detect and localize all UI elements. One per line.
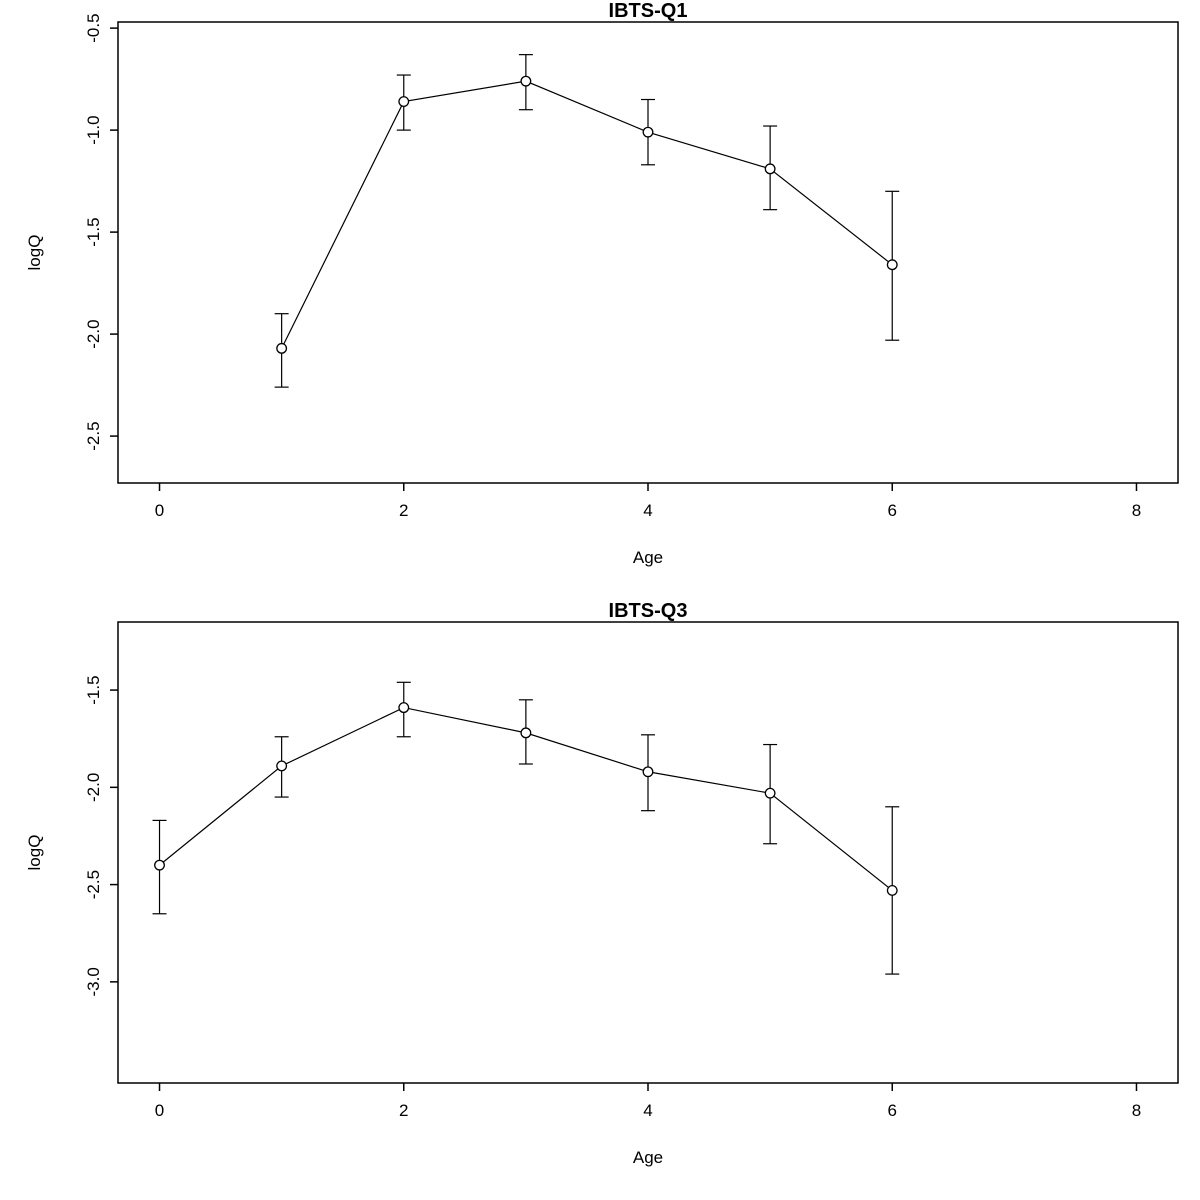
data-point — [886, 884, 898, 896]
data-point — [886, 259, 898, 271]
y-tick-label: -1.5 — [84, 217, 103, 246]
data-point — [398, 96, 410, 108]
y-tick-label: -1.0 — [84, 115, 103, 144]
data-point — [276, 760, 288, 772]
chart-ibts-q1: IBTS-Q1 0 2 4 6 8 -0.5 -1.0 -1.5 -2.0 -2.5 Age logQ — [25, 0, 1179, 567]
x-tick-label: 8 — [1132, 1101, 1141, 1120]
y-tick-label: -2.5 — [84, 870, 103, 899]
y-tick-label: -1.5 — [84, 675, 103, 704]
y-tick-label: -2.0 — [84, 319, 103, 348]
x-tick-label: 4 — [643, 501, 652, 520]
y-axis-label: logQ — [25, 835, 44, 871]
y-tick-label: -3.0 — [84, 967, 103, 996]
data-point — [154, 859, 165, 871]
data-point — [520, 75, 532, 87]
data-point — [398, 702, 410, 714]
plot-border — [117, 621, 1179, 1084]
chart-ibts-q3: IBTS-Q3 0 2 4 6 8 -1.5 -2.0 -2.5 -3.0 Age logQ — [25, 600, 1179, 1167]
data-point — [764, 163, 776, 175]
x-tick-label: 0 — [155, 1101, 164, 1120]
plot-border — [117, 21, 1179, 484]
data-point — [276, 342, 288, 354]
x-tick-label: 2 — [399, 1101, 408, 1120]
x-tick-label: 6 — [888, 1101, 897, 1120]
chart-title: IBTS-Q1 — [609, 0, 688, 22]
x-tick-label: 8 — [1132, 501, 1141, 520]
x-tick-label: 4 — [643, 1101, 652, 1120]
data-point — [642, 126, 654, 138]
y-axis-label: logQ — [25, 235, 44, 271]
x-axis-label: Age — [633, 548, 663, 567]
data-point — [764, 787, 776, 799]
data-point — [520, 727, 532, 739]
data-point — [642, 766, 654, 778]
x-tick-label: 2 — [399, 501, 408, 520]
x-tick-label: 0 — [155, 501, 164, 520]
data-line — [281, 80, 893, 349]
x-tick-label: 6 — [888, 501, 897, 520]
y-tick-label: -0.5 — [84, 13, 103, 42]
y-tick-label: -2.0 — [84, 773, 103, 802]
y-tick-label: -2.5 — [84, 421, 103, 450]
chart-title: IBTS-Q3 — [609, 600, 688, 622]
x-axis-label: Age — [633, 1148, 663, 1167]
